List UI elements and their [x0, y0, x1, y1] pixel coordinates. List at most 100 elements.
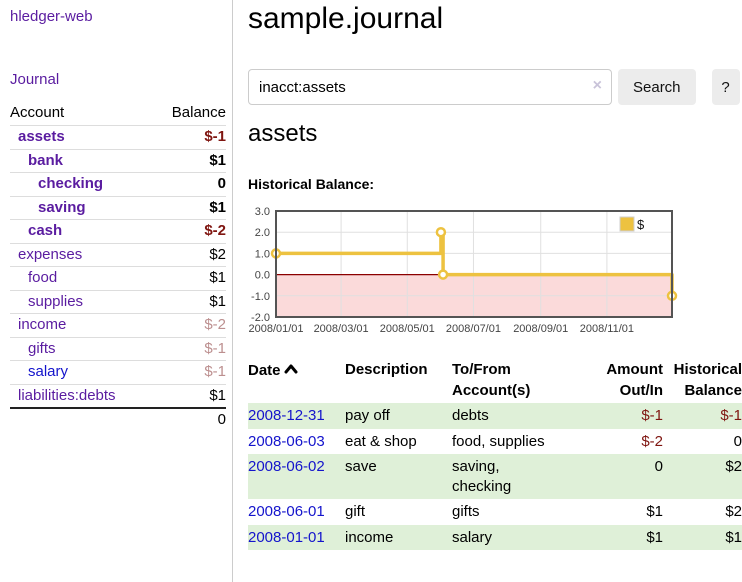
account-balance: $2	[152, 242, 226, 267]
transaction-accounts: debts	[452, 407, 489, 424]
help-button[interactable]: ?	[711, 69, 740, 105]
transaction-amount: $1	[646, 503, 663, 520]
transaction-balance: 0	[733, 432, 742, 450]
transaction-date-link[interactable]: 2008-01-01	[248, 528, 325, 546]
account-row: assets $-1	[10, 125, 226, 149]
accounts-header-balance: Balance	[171, 104, 226, 121]
account-row: bank $1	[10, 148, 226, 173]
account-link-assets[interactable]: assets	[18, 128, 65, 145]
svg-text:-1.0: -1.0	[251, 291, 270, 303]
transaction-row: 2008-06-03 eat & shop food, supplies $-2 0	[248, 429, 742, 455]
account-row: food $1	[10, 266, 226, 290]
transaction-description: save	[345, 458, 377, 475]
svg-text:0.0: 0.0	[255, 270, 270, 282]
search-button[interactable]: Search	[618, 69, 696, 105]
account-balance: $1	[152, 148, 226, 173]
account-balance: 0	[152, 172, 226, 196]
account-balance: $1	[152, 195, 226, 220]
svg-text:2.0: 2.0	[255, 227, 270, 239]
transaction-description: pay off	[345, 407, 390, 424]
account-row: income $-2	[10, 313, 226, 337]
account-balance: $-1	[152, 125, 226, 149]
account-link-food[interactable]: food	[28, 269, 58, 286]
account-link-income[interactable]: income	[18, 316, 67, 333]
main-content: sample.journal × Search ? assets Histori…	[248, 0, 742, 582]
transaction-balance: $1	[725, 528, 742, 546]
account-balance: $1	[152, 383, 226, 408]
transaction-date-link[interactable]: 2008-06-01	[248, 503, 325, 520]
account-link-cash[interactable]: cash	[28, 222, 63, 239]
svg-text:2008/11/01: 2008/11/01	[580, 323, 634, 335]
transaction-accounts: gifts	[452, 503, 480, 520]
chart-title: Historical Balance:	[248, 176, 375, 192]
account-link-checking[interactable]: checking	[38, 175, 104, 192]
account-row: gifts $-1	[10, 336, 226, 361]
account-heading: assets	[248, 120, 318, 147]
account-link-bank[interactable]: bank	[28, 151, 64, 169]
transaction-accounts: salary	[452, 528, 493, 546]
transaction-balance: $2	[725, 458, 742, 475]
register-header-amount: Amount Out/In	[606, 361, 663, 399]
transaction-accounts: saving, checking	[452, 458, 512, 495]
transaction-description: income	[345, 528, 394, 546]
accounts-table: Account Balance assets $-1 bank $1 checking 0…	[10, 102, 226, 432]
register-header-balance: Historical Balance	[673, 361, 742, 399]
account-balance: $-2	[152, 313, 226, 337]
transaction-row: 2008-01-01 income salary $1 $1	[248, 524, 742, 550]
svg-text:2008/05/01: 2008/05/01	[380, 323, 435, 335]
transaction-date-link[interactable]: 2008-12-31	[248, 407, 325, 424]
accounts-header-row: Account Balance	[10, 102, 226, 126]
transaction-amount: 0	[654, 458, 663, 475]
transaction-row: 2008-06-01 gift gifts $1 $2	[248, 499, 742, 525]
account-balance: $-1	[152, 336, 226, 361]
page-title: sample.journal	[248, 2, 444, 35]
clear-search-icon[interactable]: ×	[592, 77, 602, 94]
transaction-amount: $1	[646, 528, 663, 546]
register-header-date: Date	[248, 357, 345, 403]
transaction-date-link[interactable]: 2008-06-02	[248, 458, 325, 475]
search-form: × Search ?	[248, 69, 740, 105]
register-table: Date Description To/From Account(s) Amou…	[248, 357, 742, 550]
account-balance: $1	[152, 266, 226, 290]
transaction-accounts: food, supplies	[452, 432, 545, 450]
transaction-date-link[interactable]: 2008-06-03	[248, 432, 325, 450]
register-header-row: Date Description To/From Account(s) Amou…	[248, 357, 742, 403]
account-balance: $1	[152, 289, 226, 314]
app-title-link[interactable]: hledger-web	[10, 8, 93, 25]
accounts-header-account: Account	[10, 104, 65, 121]
account-link-expenses[interactable]: expenses	[18, 245, 83, 263]
account-row: salary $-1	[10, 360, 226, 384]
sidebar-item-journal[interactable]: Journal	[10, 71, 60, 88]
svg-text:2008/01/01: 2008/01/01	[248, 323, 303, 335]
accounts-total-row: 0	[10, 407, 226, 432]
account-row: supplies $1	[10, 289, 226, 314]
historical-balance-chart: $3.0 2.0 1.0 0.0 -1.0 -2.0 2008/01/01 2008/03/0…	[240, 206, 686, 346]
account-link-salary[interactable]: salary	[28, 363, 69, 380]
account-link-liabilities-debts[interactable]: liabilities:debts	[18, 386, 116, 404]
svg-text:3.0: 3.0	[255, 207, 270, 218]
svg-text:2008/09/01: 2008/09/01	[513, 323, 568, 335]
transaction-amount: $-1	[641, 407, 663, 424]
register-header-accounts: To/From Account(s)	[452, 361, 531, 399]
account-link-saving[interactable]: saving	[38, 198, 86, 216]
account-balance: $-2	[152, 219, 226, 243]
account-row: saving $1	[10, 195, 226, 220]
transaction-row: 2008-12-31 pay off debts $-1 $-1	[248, 403, 742, 429]
account-row: expenses $2	[10, 242, 226, 267]
account-link-gifts[interactable]: gifts	[28, 339, 56, 357]
transaction-balance: $-1	[720, 407, 742, 424]
register-body: 2008-12-31 pay off debts $-1 $-1 2008-06-03 ea…	[248, 403, 742, 550]
register-header-description: Description	[345, 361, 428, 378]
svg-text:1.0: 1.0	[255, 248, 270, 260]
svg-text:2008/03/01: 2008/03/01	[314, 323, 369, 335]
sidebar: hledger-web Journal Account Balance asse…	[0, 0, 233, 582]
transaction-description: eat & shop	[345, 432, 417, 450]
svg-text:-2.0: -2.0	[251, 312, 270, 324]
search-input[interactable]	[248, 69, 612, 105]
account-row: checking 0	[10, 172, 226, 196]
sort-ascending-icon	[284, 359, 298, 380]
transaction-row: 2008-06-02 save saving, checking 0 $2	[248, 454, 742, 499]
account-link-supplies[interactable]: supplies	[28, 292, 84, 310]
accounts-total-value: 0	[152, 407, 226, 432]
